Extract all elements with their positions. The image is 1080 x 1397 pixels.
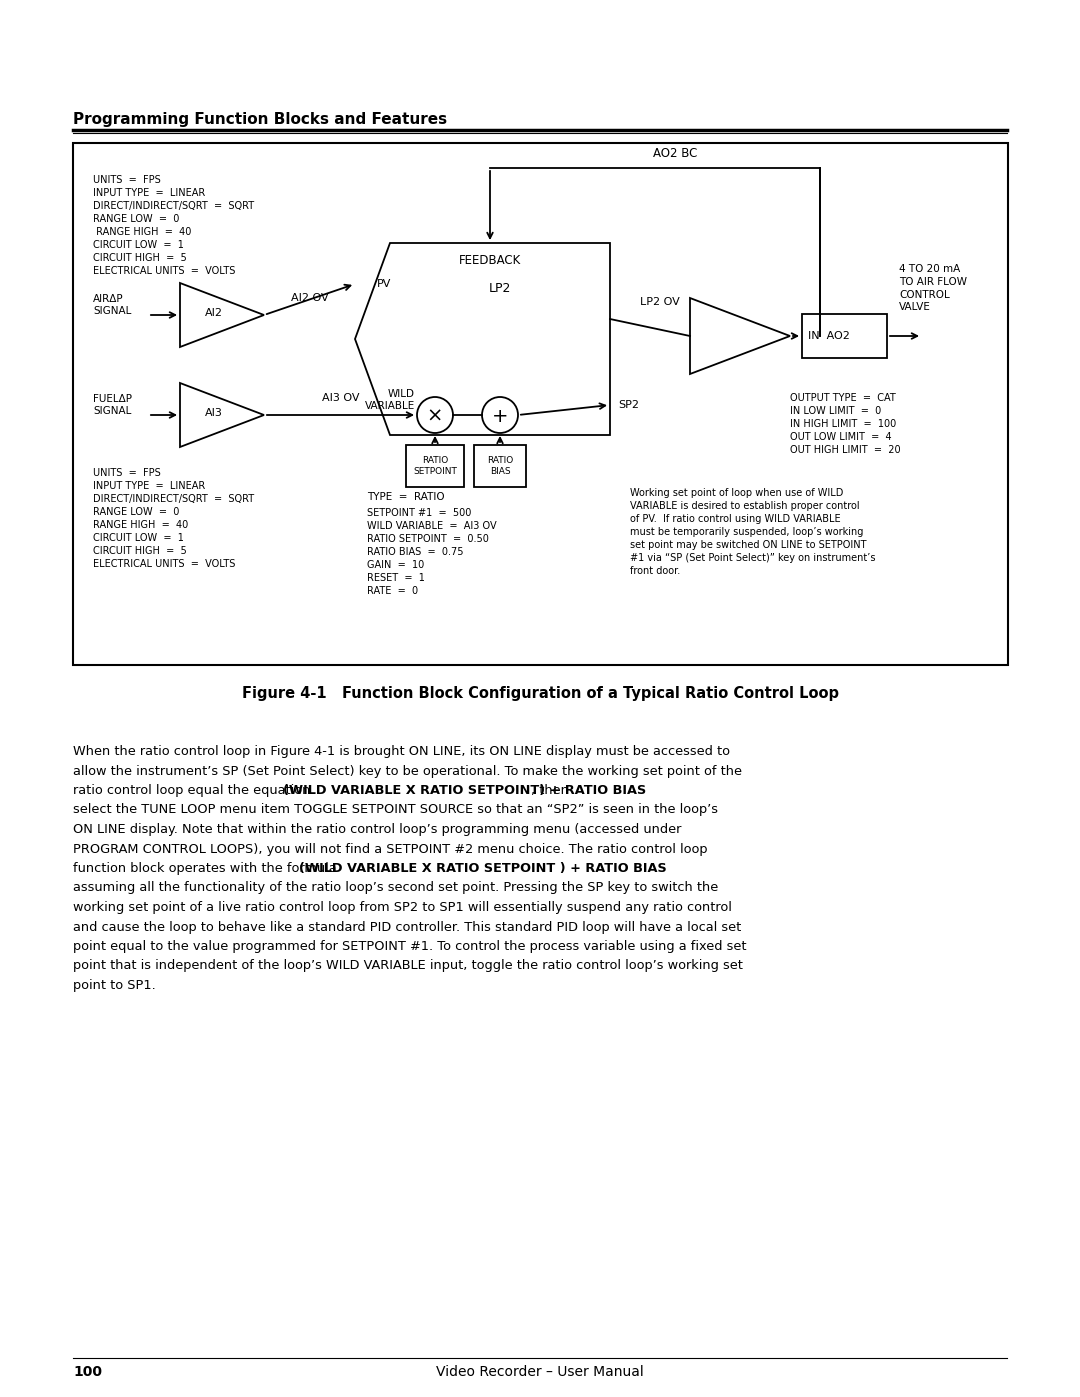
- Text: ON LINE display. Note that within the ratio control loop’s programming menu (acc: ON LINE display. Note that within the ra…: [73, 823, 681, 835]
- Circle shape: [417, 397, 453, 433]
- Text: ratio control loop equal the equation: ratio control loop equal the equation: [73, 784, 314, 798]
- Text: point that is independent of the loop’s WILD VARIABLE input, toggle the ratio co: point that is independent of the loop’s …: [73, 960, 743, 972]
- Text: RATIO
SETPOINT: RATIO SETPOINT: [413, 457, 457, 476]
- Text: FEEDBACK: FEEDBACK: [459, 254, 522, 267]
- Circle shape: [482, 397, 518, 433]
- Text: RATIO
BIAS: RATIO BIAS: [487, 457, 513, 476]
- Text: AIRΔP
SIGNAL: AIRΔP SIGNAL: [93, 293, 132, 316]
- Text: function block operates with the formula: function block operates with the formula: [73, 862, 341, 875]
- Text: PV: PV: [377, 279, 391, 289]
- Text: assuming all the functionality of the ratio loop’s second set point. Pressing th: assuming all the functionality of the ra…: [73, 882, 718, 894]
- Polygon shape: [690, 298, 789, 374]
- Bar: [73, 142, 1008, 665]
- Text: select the TUNE LOOP menu item TOGGLE SETPOINT SOURCE so that an “SP2” is seen i: select the TUNE LOOP menu item TOGGLE SE…: [73, 803, 718, 816]
- Text: When the ratio control loop in Figure 4-1 is brought ON LINE, its ON LINE displa: When the ratio control loop in Figure 4-…: [73, 745, 730, 759]
- Text: IN  AO2: IN AO2: [808, 331, 850, 341]
- Text: SETPOINT #1  =  500
WILD VARIABLE  =  AI3 OV
RATIO SETPOINT  =  0.50
RATIO BIAS : SETPOINT #1 = 500 WILD VARIABLE = AI3 OV…: [367, 509, 497, 597]
- Text: 100: 100: [73, 1365, 102, 1379]
- Text: WILD
VARIABLE: WILD VARIABLE: [365, 388, 415, 411]
- Text: , then: , then: [531, 784, 569, 798]
- Text: allow the instrument’s SP (Set Point Select) key to be operational. To make the : allow the instrument’s SP (Set Point Sel…: [73, 764, 742, 778]
- Text: (WILD VARIABLE X RATIO SETPOINT) + RATIO BIAS: (WILD VARIABLE X RATIO SETPOINT) + RATIO…: [283, 784, 646, 798]
- Text: FUELΔP
SIGNAL: FUELΔP SIGNAL: [93, 394, 132, 416]
- Text: AI2 OV: AI2 OV: [291, 293, 328, 303]
- Polygon shape: [355, 243, 610, 434]
- Text: AI3: AI3: [205, 408, 222, 418]
- Text: AI2: AI2: [205, 307, 222, 319]
- Text: SP2: SP2: [618, 400, 639, 409]
- Text: OUTPUT TYPE  =  CAT
IN LOW LIMIT  =  0
IN HIGH LIMIT  =  100
OUT LOW LIMIT  =  4: OUTPUT TYPE = CAT IN LOW LIMIT = 0 IN HI…: [789, 393, 901, 455]
- Text: Working set point of loop when use of WILD
VARIABLE is desired to establish prop: Working set point of loop when use of WI…: [630, 488, 876, 576]
- Text: AI3 OV: AI3 OV: [322, 393, 360, 402]
- Text: and cause the loop to behave like a standard PID controller. This standard PID l: and cause the loop to behave like a stan…: [73, 921, 741, 933]
- Polygon shape: [180, 284, 264, 346]
- Text: point equal to the value programmed for SETPOINT #1. To control the process vari: point equal to the value programmed for …: [73, 940, 746, 953]
- Text: point to SP1.: point to SP1.: [73, 979, 156, 992]
- Text: UNITS  =  FPS
INPUT TYPE  =  LINEAR
DIRECT/INDIRECT/SQRT  =  SQRT
RANGE LOW  =  : UNITS = FPS INPUT TYPE = LINEAR DIRECT/I…: [93, 468, 254, 570]
- Bar: [474, 446, 526, 488]
- Text: LP2: LP2: [489, 282, 511, 295]
- Text: PROGRAM CONTROL LOOPS), you will not find a SETPOINT #2 menu choice. The ratio c: PROGRAM CONTROL LOOPS), you will not fin…: [73, 842, 707, 855]
- Text: Video Recorder – User Manual: Video Recorder – User Manual: [436, 1365, 644, 1379]
- Text: AO2 BC: AO2 BC: [652, 147, 698, 161]
- Text: Figure 4-1   Function Block Configuration of a Typical Ratio Control Loop: Figure 4-1 Function Block Configuration …: [242, 686, 838, 701]
- Text: +: +: [491, 407, 509, 426]
- Text: (WILD VARIABLE X RATIO SETPOINT ) + RATIO BIAS: (WILD VARIABLE X RATIO SETPOINT ) + RATI…: [299, 862, 667, 875]
- Polygon shape: [180, 383, 264, 447]
- Text: Programming Function Blocks and Features: Programming Function Blocks and Features: [73, 112, 447, 127]
- Text: 4 TO 20 mA
TO AIR FLOW
CONTROL
VALVE: 4 TO 20 mA TO AIR FLOW CONTROL VALVE: [899, 264, 967, 313]
- Text: TYPE  =  RATIO: TYPE = RATIO: [367, 492, 445, 502]
- Bar: [406, 446, 464, 488]
- Bar: [802, 314, 887, 358]
- Text: ×: ×: [427, 407, 443, 426]
- Text: LP2 OV: LP2 OV: [640, 298, 680, 307]
- Text: working set point of a live ratio control loop from SP2 to SP1 will essentially : working set point of a live ratio contro…: [73, 901, 732, 914]
- Text: UNITS  =  FPS
INPUT TYPE  =  LINEAR
DIRECT/INDIRECT/SQRT  =  SQRT
RANGE LOW  =  : UNITS = FPS INPUT TYPE = LINEAR DIRECT/I…: [93, 175, 254, 277]
